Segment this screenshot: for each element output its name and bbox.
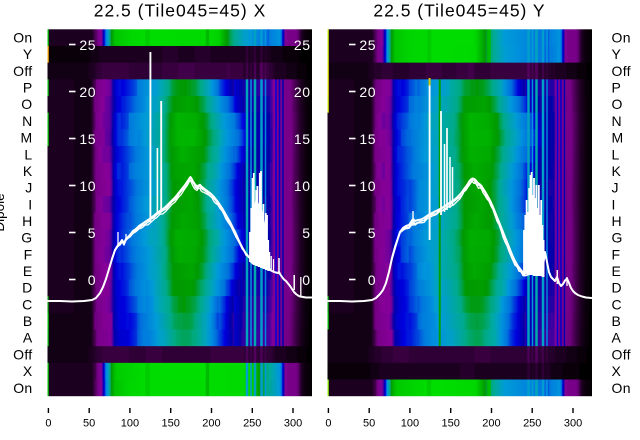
- svg-text:P: P: [612, 80, 622, 96]
- svg-text:A: A: [612, 330, 622, 346]
- svg-text:M: M: [21, 130, 33, 146]
- svg-text:F: F: [612, 246, 621, 262]
- svg-text:N: N: [22, 113, 32, 129]
- svg-text:C: C: [612, 296, 622, 312]
- svg-text:Dipole: Dipole: [0, 193, 7, 231]
- svg-text:D: D: [22, 280, 32, 296]
- svg-text:On: On: [612, 380, 631, 396]
- svg-text:H: H: [612, 213, 622, 229]
- svg-text:I: I: [612, 196, 616, 212]
- svg-text:100: 100: [401, 418, 419, 430]
- svg-text:J: J: [25, 180, 32, 196]
- svg-text:20: 20: [359, 84, 376, 100]
- svg-text:10: 10: [359, 178, 376, 194]
- svg-text:0: 0: [302, 272, 310, 288]
- svg-text:100: 100: [121, 418, 139, 430]
- svg-text:G: G: [612, 230, 623, 246]
- svg-text:Y: Y: [612, 46, 622, 62]
- svg-text:X: X: [612, 363, 622, 379]
- svg-text:G: G: [21, 230, 32, 246]
- svg-text:22.5 (Tile045=45) Y: 22.5 (Tile045=45) Y: [373, 1, 545, 21]
- svg-text:K: K: [23, 163, 33, 179]
- svg-text:Off: Off: [13, 346, 32, 362]
- svg-text:5: 5: [302, 225, 310, 241]
- svg-text:Off: Off: [612, 346, 631, 362]
- svg-text:On: On: [612, 30, 631, 46]
- svg-text:D: D: [612, 280, 622, 296]
- svg-text:K: K: [612, 163, 622, 179]
- svg-text:250: 250: [243, 418, 261, 430]
- svg-text:200: 200: [202, 418, 220, 430]
- svg-text:C: C: [22, 296, 32, 312]
- svg-text:25: 25: [79, 37, 96, 53]
- svg-text:25: 25: [359, 37, 376, 53]
- svg-text:L: L: [24, 146, 32, 162]
- svg-text:O: O: [612, 96, 623, 112]
- svg-text:50: 50: [363, 418, 375, 430]
- svg-text:25: 25: [294, 37, 311, 53]
- svg-text:A: A: [23, 330, 33, 346]
- svg-text:Off: Off: [13, 63, 32, 79]
- svg-text:F: F: [24, 246, 33, 262]
- svg-text:I: I: [28, 196, 32, 212]
- svg-text:H: H: [22, 213, 32, 229]
- svg-text:250: 250: [523, 418, 541, 430]
- svg-text:N: N: [612, 113, 622, 129]
- svg-text:5: 5: [88, 225, 96, 241]
- svg-text:E: E: [612, 263, 622, 279]
- svg-text:Y: Y: [23, 46, 33, 62]
- svg-text:10: 10: [294, 178, 311, 194]
- svg-text:On: On: [13, 380, 32, 396]
- svg-text:20: 20: [79, 84, 96, 100]
- svg-text:300: 300: [564, 418, 582, 430]
- svg-text:150: 150: [162, 418, 180, 430]
- svg-text:O: O: [21, 96, 32, 112]
- svg-text:20: 20: [294, 84, 311, 100]
- svg-text:X: X: [23, 363, 33, 379]
- svg-text:150: 150: [442, 418, 460, 430]
- svg-text:0: 0: [45, 418, 51, 430]
- svg-text:0: 0: [88, 272, 96, 288]
- svg-text:P: P: [23, 80, 33, 96]
- svg-text:15: 15: [294, 131, 311, 147]
- svg-text:B: B: [23, 313, 33, 329]
- svg-text:Off: Off: [612, 63, 631, 79]
- svg-text:15: 15: [79, 131, 96, 147]
- svg-text:0: 0: [368, 272, 376, 288]
- svg-text:22.5 (Tile045=45) X: 22.5 (Tile045=45) X: [94, 1, 267, 21]
- svg-text:5: 5: [368, 225, 376, 241]
- svg-text:200: 200: [482, 418, 500, 430]
- svg-text:10: 10: [79, 178, 96, 194]
- svg-text:L: L: [612, 146, 620, 162]
- svg-text:On: On: [13, 30, 32, 46]
- svg-text:E: E: [23, 263, 33, 279]
- svg-text:300: 300: [284, 418, 302, 430]
- svg-text:0: 0: [325, 418, 331, 430]
- svg-text:B: B: [612, 313, 622, 329]
- svg-text:M: M: [612, 130, 624, 146]
- svg-text:15: 15: [359, 131, 376, 147]
- svg-text:50: 50: [83, 418, 95, 430]
- svg-text:J: J: [612, 180, 619, 196]
